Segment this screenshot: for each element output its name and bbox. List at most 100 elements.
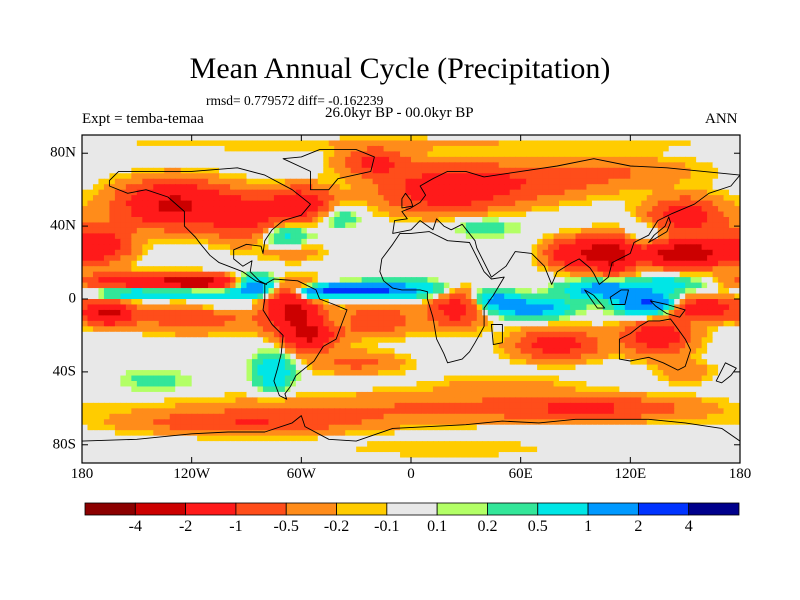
field-cell — [652, 277, 659, 284]
field-cell — [432, 173, 440, 180]
field-cell — [723, 217, 730, 224]
field-cell — [674, 342, 681, 349]
field-cell — [323, 173, 330, 180]
field-cell — [312, 151, 319, 158]
field-cell — [679, 260, 686, 267]
field-cell — [635, 293, 642, 300]
field-cell — [356, 293, 363, 300]
field-cell — [367, 200, 374, 207]
field-cell — [471, 304, 478, 311]
field-cell — [389, 342, 396, 349]
field-cell — [701, 293, 708, 300]
field-cell — [147, 271, 154, 278]
field-cell — [674, 326, 681, 333]
field-cell — [334, 238, 341, 245]
field-cell — [339, 145, 346, 152]
field-cell — [361, 244, 368, 251]
field-cell — [443, 288, 450, 295]
field-cell — [696, 244, 703, 251]
field-cell — [613, 315, 620, 322]
field-cell — [597, 320, 604, 327]
field-cell — [114, 304, 121, 311]
field-cell — [164, 244, 171, 251]
field-cell — [564, 217, 571, 224]
field-cell — [619, 178, 626, 185]
field-cell — [323, 337, 330, 344]
field-cell — [109, 178, 116, 185]
field-cell — [350, 353, 357, 360]
field-cell — [608, 135, 615, 142]
field-cell — [487, 200, 494, 207]
field-cell — [268, 145, 275, 152]
field-cell — [219, 195, 226, 202]
field-cell — [268, 309, 275, 316]
field-cell — [361, 189, 368, 196]
field-cell — [103, 238, 111, 245]
field-cell — [317, 266, 324, 273]
field-cell — [449, 135, 456, 142]
field-cell — [449, 331, 456, 338]
field-cell — [707, 178, 714, 185]
field-cell — [158, 178, 165, 185]
field-cell — [186, 282, 193, 289]
field-cell — [580, 326, 588, 333]
field-cell — [701, 189, 708, 196]
field-cell — [663, 337, 670, 344]
field-cell — [471, 266, 478, 273]
field-cell — [591, 173, 599, 180]
field-cell — [125, 140, 132, 147]
field-cell — [657, 173, 664, 180]
field-cell — [191, 293, 198, 300]
field-cell — [219, 233, 226, 240]
field-cell — [613, 140, 620, 147]
field-cell — [82, 195, 89, 202]
field-cell — [125, 178, 132, 185]
field-cell — [542, 293, 549, 300]
field-cell — [613, 238, 620, 245]
field-cell — [290, 156, 297, 163]
field-cell — [504, 238, 511, 245]
field-cell — [383, 195, 390, 202]
field-cell — [504, 200, 511, 207]
field-cell — [707, 173, 714, 180]
field-cell — [570, 238, 577, 245]
field-cell — [230, 227, 237, 234]
field-cell — [323, 320, 330, 327]
field-cell — [411, 222, 418, 229]
field-cell — [515, 217, 522, 224]
field-cell — [718, 151, 725, 158]
field-cell — [356, 342, 363, 349]
field-cell — [515, 222, 522, 229]
field-cell — [383, 337, 390, 344]
field-cell — [619, 299, 626, 306]
field-cell — [334, 353, 341, 360]
field-cell — [164, 140, 171, 147]
field-cell — [400, 249, 407, 256]
field-cell — [87, 288, 94, 295]
field-cell — [158, 320, 165, 327]
field-cell — [147, 227, 154, 234]
field-cell — [548, 337, 555, 344]
field-cell — [531, 309, 538, 316]
field-cell — [361, 167, 368, 174]
field-cell — [663, 195, 670, 202]
field-cell — [580, 293, 588, 300]
field-cell — [290, 271, 297, 278]
field-cell — [186, 359, 193, 366]
field-cell — [411, 162, 418, 169]
field-cell — [284, 260, 291, 267]
field-cell — [328, 189, 335, 196]
field-cell — [449, 140, 456, 147]
field-cell — [723, 211, 730, 218]
field-cell — [465, 353, 472, 360]
field-cell — [652, 304, 659, 311]
field-cell — [186, 195, 193, 202]
field-cell — [273, 211, 280, 218]
field-cell — [400, 206, 407, 213]
field-cell — [356, 233, 363, 240]
field-cell — [262, 266, 270, 273]
field-cell — [328, 348, 335, 355]
field-cell — [268, 342, 275, 349]
field-cell — [493, 233, 500, 240]
field-cell — [454, 200, 461, 207]
